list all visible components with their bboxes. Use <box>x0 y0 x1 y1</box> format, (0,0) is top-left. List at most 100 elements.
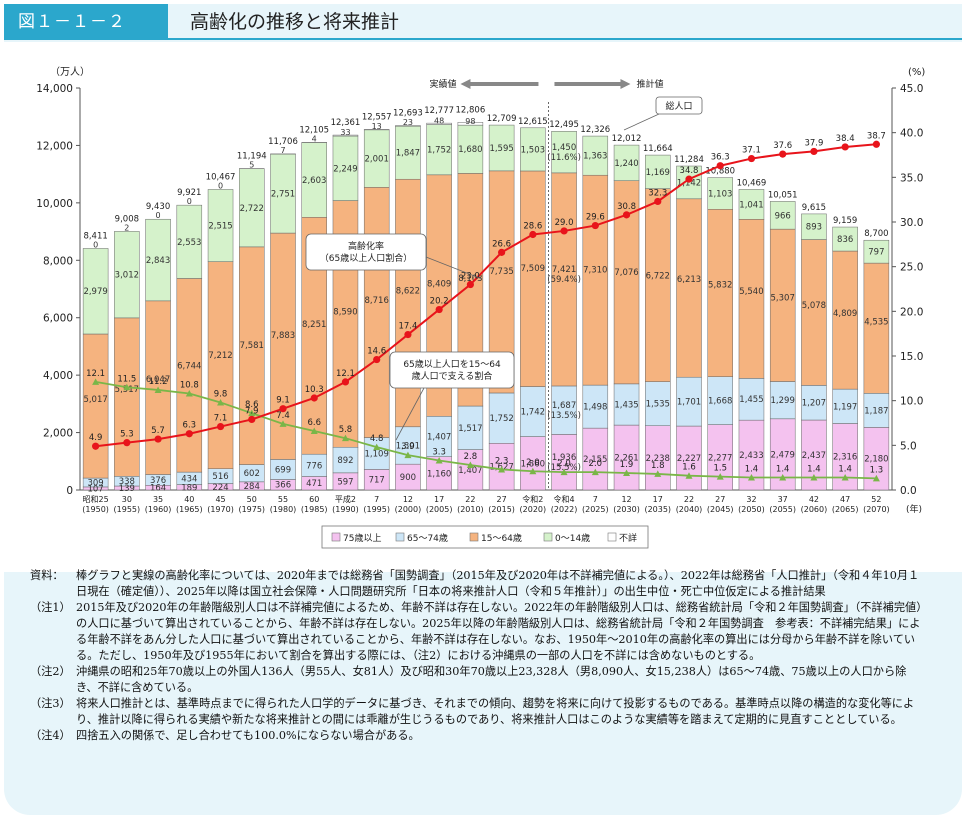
label-0-14-line: 1,847 <box>396 149 420 159</box>
aging-rate-marker <box>279 405 287 413</box>
label-total: 10,467 <box>206 172 236 182</box>
label-0-14-line: 893 <box>806 223 822 233</box>
y-tick-label: 10,000 <box>36 198 73 210</box>
label-0-14: 1,503 <box>521 145 545 155</box>
label-over75: 1,936 (15.5%) <box>547 453 581 473</box>
bar-65-74 <box>645 381 671 426</box>
x-tick-label-year: (2055) <box>769 505 796 514</box>
label-over75: 1,860 <box>521 459 545 469</box>
label-65-74: 1,301 <box>396 441 420 451</box>
label-15-64: 5,078 <box>802 301 826 311</box>
aging-rate-callout-pointer <box>425 256 483 280</box>
x-tick-label-year: (2022) <box>551 505 578 514</box>
label-0-14: 1,595 <box>489 144 513 154</box>
actual-arrow <box>460 79 539 89</box>
label-65-74-line: 1,299 <box>771 396 795 406</box>
aging-rate-marker <box>154 435 162 443</box>
label-65-74: 1,517 <box>458 424 482 434</box>
label-65-74: 1,187 <box>864 406 888 416</box>
aging-rate-label: 12.1 <box>336 369 355 379</box>
y2-tick-label: 20.0 <box>900 306 923 318</box>
bar-0-14 <box>176 204 203 279</box>
label-over75-line: 2,433 <box>739 451 763 461</box>
label-over75: 366 <box>275 481 291 491</box>
figure-title: 高齢化の推移と将来推計 <box>190 11 400 33</box>
label-65-74-line: 699 <box>275 465 291 475</box>
label-65-74-line: 1,498 <box>583 403 607 413</box>
x-tick-label-year: (1980) <box>270 505 297 514</box>
support-ratio-marker <box>498 465 506 473</box>
label-0-14-line: 1,041 <box>739 200 763 210</box>
x-tick-label-year: (2050) <box>738 505 765 514</box>
label-15-64-line: 7,883 <box>271 331 295 341</box>
label-15-64-line: 4,535 <box>864 318 888 328</box>
bar-0-14 <box>769 201 796 230</box>
x-tick-label-era: 平成2 <box>335 494 356 504</box>
note-label: （注1） <box>30 601 71 614</box>
label-15-64: 7,421 (59.4%) <box>547 265 581 285</box>
projected-label: 推計値 <box>636 78 663 90</box>
legend-box <box>321 525 649 549</box>
label-15-64: 4,535 <box>864 318 888 328</box>
y-tick-label: 4,000 <box>43 370 73 382</box>
support-ratio-label: 10.8 <box>180 381 199 391</box>
label-0-14-line: 2,979 <box>83 287 107 297</box>
legend-label: 65～74歳 <box>407 532 448 544</box>
aging-rate-label: 9.1 <box>276 396 290 406</box>
label-over75: 900 <box>400 473 416 483</box>
label-unknown: 4 <box>312 135 317 144</box>
bar-65-74 <box>551 385 577 435</box>
note-text: 棒グラフと実線の高齢化率については、2020年までは総務省「国勢調査」（2015… <box>76 569 920 598</box>
label-15-64-line: (59.4%) <box>547 275 581 285</box>
bar-0-14 <box>395 125 421 180</box>
x-tick-label-era: 60 <box>309 495 319 504</box>
legend-swatch <box>395 532 405 542</box>
label-0-14: 2,553 <box>177 238 201 248</box>
label-over75-line: 2,155 <box>583 455 607 465</box>
label-0-14-line: 1,752 <box>427 146 451 156</box>
note-label: （注3） <box>30 697 71 710</box>
support-ratio-marker <box>716 473 724 480</box>
support-ratio-label: 9.8 <box>214 389 228 399</box>
label-65-74: 434 <box>181 474 197 484</box>
x-tick-label-era: 47 <box>840 495 850 504</box>
label-65-74-line: 1,197 <box>833 402 857 412</box>
support-ratio-marker <box>404 451 412 459</box>
x-tick-label-era: 45 <box>215 495 225 504</box>
aging-rate-label: 10.3 <box>305 385 324 395</box>
note-text: 将来人口推計とは、基準時点までに得られた人口学的データに基づき、それまでの傾向、… <box>76 697 915 726</box>
label-total: 12,709 <box>487 114 517 124</box>
bar-15-64 <box>145 300 171 475</box>
label-0-14-line: 797 <box>868 248 884 258</box>
support-ratio-marker <box>872 474 880 482</box>
label-over75: 107 <box>87 484 103 494</box>
aging-rate-label: 37.9 <box>804 138 823 148</box>
note-4: （注4） 四捨五入の関係で、足し合わせても100.0%にならない場合がある。 <box>30 728 925 744</box>
bar-0-14 <box>426 124 452 176</box>
label-0-14-line: 2,751 <box>271 190 295 200</box>
x-tick-label-year: (1975) <box>238 505 265 514</box>
label-total: 11,284 <box>674 155 704 165</box>
label-0-14-line: 2,843 <box>146 256 170 266</box>
aging-rate-callout-text-line: 高齢化率 <box>348 240 384 252</box>
label-unknown: 0 <box>218 181 223 190</box>
bar-15-64 <box>239 246 265 465</box>
aging-rate-marker <box>591 221 599 230</box>
x-tick-label-era: 7 <box>593 495 598 504</box>
aging-rate-marker <box>841 143 849 151</box>
legend-label: 15～64歳 <box>481 532 522 544</box>
label-15-64-line: 5,540 <box>739 287 763 297</box>
label-15-64-line: 7,212 <box>208 351 232 361</box>
label-15-64-line: 7,509 <box>521 264 545 274</box>
label-over75-line: 1,860 <box>521 459 545 469</box>
label-15-64-line: 6,744 <box>177 362 201 372</box>
support-ratio-label: 1.9 <box>620 460 634 470</box>
label-over75-line: 597 <box>337 477 353 487</box>
label-over75: 2,479 <box>771 450 795 460</box>
label-total: 11,706 <box>268 137 298 147</box>
label-over75: 2,238 <box>646 454 670 464</box>
label-over75: 139 <box>119 484 135 494</box>
support-ratio-marker <box>810 473 818 481</box>
population-chart: 0 2,000 4,000 6,000 8,000 10,000 12,000 14,000 0… <box>36 66 925 549</box>
bar-65-74 <box>863 393 890 428</box>
